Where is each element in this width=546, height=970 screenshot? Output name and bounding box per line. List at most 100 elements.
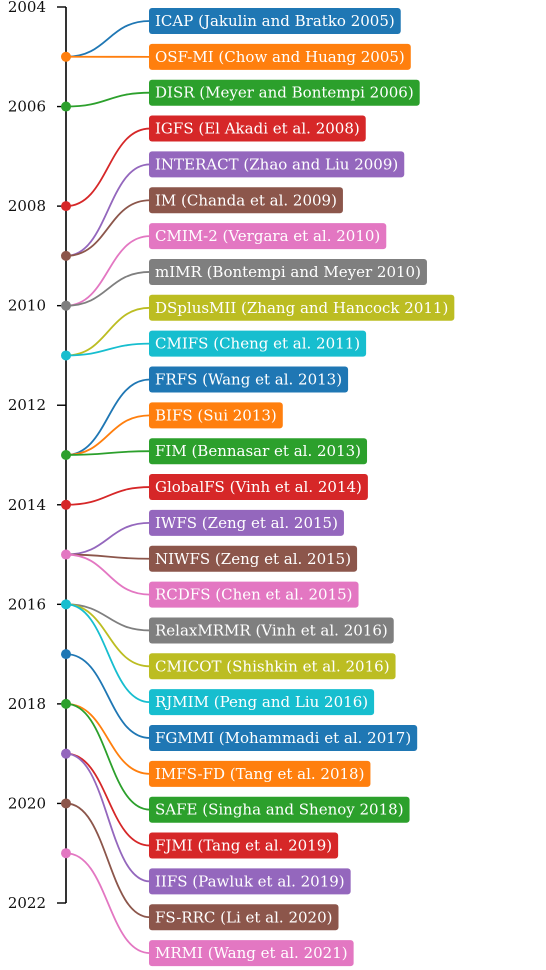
connector-line <box>65 603 151 632</box>
connector-line <box>65 653 151 739</box>
entry-label-box <box>149 581 359 608</box>
entry-label-box <box>149 617 394 644</box>
entry-label: FJMI (Tang et al. 2019) <box>149 832 339 859</box>
year-dot <box>61 201 71 212</box>
entry-label: mIMR (Bontempi and Meyer 2010) <box>149 258 427 285</box>
entry-label-box <box>149 868 351 895</box>
entry-label: OSF-MI (Chow and Huang 2005) <box>149 43 411 70</box>
entry-label-box <box>149 258 427 285</box>
entry-label-text: MRMI (Wang et al. 2021) <box>155 944 348 962</box>
connector-line <box>65 603 151 668</box>
entry-label: INTERACT (Zhao and Liu 2009) <box>149 151 405 178</box>
entry-label: RJMIM (Peng and Liu 2016) <box>149 689 375 716</box>
entry-label-text: CMIM-2 (Vergara et al. 2010) <box>155 227 380 245</box>
entry-label-text: INTERACT (Zhao and Liu 2009) <box>155 155 398 173</box>
connector-line <box>65 603 151 704</box>
entry-label-text: BIFS (Sui 2013) <box>155 406 277 424</box>
year-dot <box>61 499 71 510</box>
entry-label: FS-RRC (Li et al. 2020) <box>149 904 339 931</box>
connector-line <box>65 199 151 257</box>
axis-tick-label: 2022 <box>8 894 46 912</box>
entry-label: CMIM-2 (Vergara et al. 2010) <box>149 223 387 250</box>
entry-label-box <box>149 689 375 716</box>
connector-line <box>65 802 151 919</box>
entry-label-box <box>149 832 339 859</box>
year-dot <box>61 848 71 859</box>
entry-label-text: SAFE (Singha and Shenoy 2018) <box>155 801 404 819</box>
entry-label: RelaxMRMR (Vinh et al. 2016) <box>149 617 394 644</box>
connector-line <box>65 486 151 506</box>
entry-label: MRMI (Wang et al. 2021) <box>149 940 354 967</box>
year-dot <box>61 549 71 560</box>
connector-line <box>65 342 151 357</box>
entry-label-box <box>149 151 405 178</box>
entry-label-text: DISR (Meyer and Bontempi 2006) <box>155 84 414 102</box>
entry-label-text: FIM (Bennasar et al. 2013) <box>155 442 361 460</box>
year-dot <box>61 649 71 660</box>
connector-line <box>65 852 151 954</box>
entry-label-text: OSF-MI (Chow and Huang 2005) <box>155 48 405 66</box>
entry-label-text: RJMIM (Peng and Liu 2016) <box>155 693 368 711</box>
year-dot <box>61 798 71 809</box>
timeline-axis: 2004 2006 2008 2010 2012 2014 2016 2018 2020 2022 <box>8 0 67 912</box>
entry-label-text: CMIFS (Cheng et al. 2011) <box>155 335 360 353</box>
entry-label-box <box>149 330 367 357</box>
connector-line <box>65 702 151 775</box>
entry-label-text: RelaxMRMR (Vinh et al. 2016) <box>155 621 388 639</box>
entry-label: NIWFS (Zeng et al. 2015) <box>149 545 358 572</box>
connector-line <box>65 378 151 456</box>
entry-label: DSplusMII (Zhang and Hancock 2011) <box>149 294 455 321</box>
entry-label-box <box>149 223 387 250</box>
connector-line <box>65 752 151 883</box>
entry-label: BIFS (Sui 2013) <box>149 402 283 429</box>
connector-layer <box>65 20 151 954</box>
entry-label-text: ICAP (Jakulin and Bratko 2005) <box>155 12 395 30</box>
entry-label-box <box>149 8 401 34</box>
entry-label-box <box>149 43 411 70</box>
entry-label-box <box>149 366 349 393</box>
connector-line <box>65 553 151 596</box>
connector-line <box>65 163 151 257</box>
entry-label-box <box>149 725 418 751</box>
entry-label: IWFS (Zeng et al. 2015) <box>149 509 344 536</box>
entry-label-box <box>149 940 354 967</box>
year-dot-layer <box>61 51 71 859</box>
entry-label: IM (Chanda et al. 2009) <box>149 187 343 214</box>
entry-label-text: CMICOT (Shishkin et al. 2016) <box>155 657 390 675</box>
connector-line <box>65 522 151 556</box>
entry-label-box <box>149 79 420 106</box>
entry-label: CMIFS (Cheng et al. 2011) <box>149 330 367 357</box>
entry-label-text: FRFS (Wang et al. 2013) <box>155 371 342 389</box>
connector-line <box>65 702 151 811</box>
axis-tick-label: 2020 <box>8 794 46 812</box>
axis-tick-label: 2012 <box>8 396 46 414</box>
year-dot <box>61 350 71 361</box>
connector-line <box>65 553 151 560</box>
entry-label-text: FJMI (Tang et al. 2019) <box>155 837 332 855</box>
axis-tick-label: 2006 <box>8 98 46 116</box>
connector-line <box>65 20 151 58</box>
connector-line <box>65 414 151 456</box>
entry-label-text: FGMMI (Mohammadi et al. 2017) <box>155 729 411 747</box>
year-dot <box>61 748 71 759</box>
connector-line <box>65 127 151 208</box>
entry-label-text: IMFS-FD (Tang et al. 2018) <box>155 765 364 783</box>
entry-label-box <box>149 115 366 142</box>
entry-label-text: IGFS (El Akadi et al. 2008) <box>155 120 360 138</box>
entry-label-box <box>149 545 358 572</box>
entry-label-box <box>149 474 368 501</box>
entry-label: RCDFS (Chen et al. 2015) <box>149 581 359 608</box>
entry-label-text: NIWFS (Zeng et al. 2015) <box>155 550 351 568</box>
entry-label-text: GlobalFS (Vinh et al. 2014) <box>155 478 362 496</box>
entry-label: FGMMI (Mohammadi et al. 2017) <box>149 725 418 751</box>
axis-tick-label: 2010 <box>8 297 46 315</box>
connector-line <box>65 91 151 108</box>
entry-label-text: FS-RRC (Li et al. 2020) <box>155 908 333 926</box>
entry-label-box <box>149 187 343 214</box>
year-dot <box>61 51 71 62</box>
entry-label: SAFE (Singha and Shenoy 2018) <box>149 796 410 823</box>
entry-label: DISR (Meyer and Bontempi 2006) <box>149 79 420 106</box>
year-dot <box>61 300 71 311</box>
axis-tick-label: 2018 <box>8 695 46 713</box>
